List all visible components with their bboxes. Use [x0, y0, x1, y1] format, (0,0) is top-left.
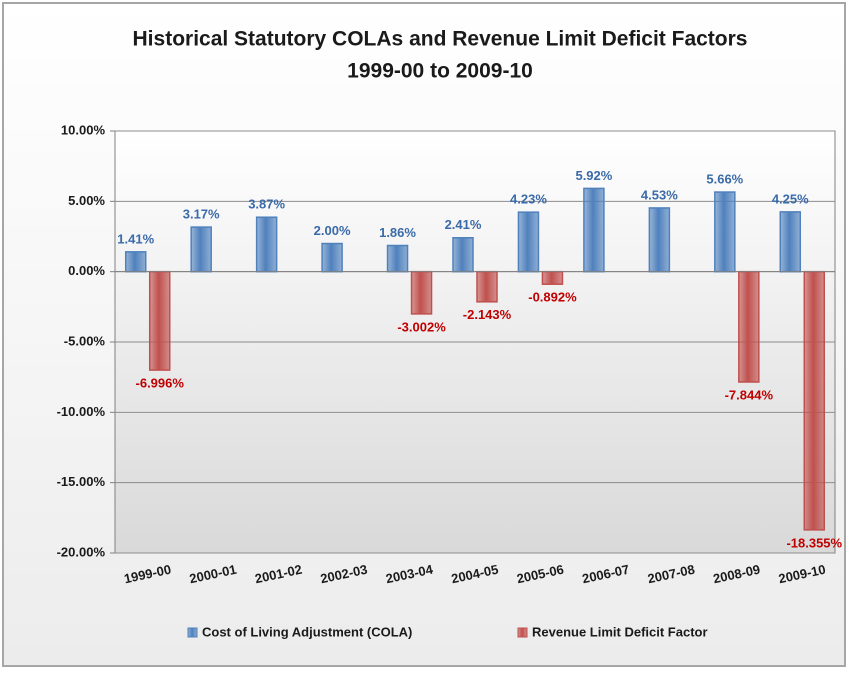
- data-label: -6.996%: [136, 376, 185, 391]
- legend-label: Cost of Living Adjustment (COLA): [202, 624, 412, 639]
- data-label: 4.53%: [641, 187, 678, 202]
- bar: [779, 211, 802, 273]
- data-label: 5.66%: [706, 171, 743, 186]
- bar: [124, 251, 147, 273]
- bar: [738, 270, 760, 383]
- bar: [517, 211, 540, 273]
- data-label: 3.87%: [248, 197, 285, 212]
- bar: [452, 237, 474, 273]
- bar: [190, 226, 212, 273]
- data-label: -3.002%: [397, 319, 446, 334]
- data-label: -0.892%: [528, 290, 577, 305]
- bar: [714, 191, 736, 273]
- data-label: -7.844%: [725, 387, 774, 402]
- data-label: 4.23%: [510, 192, 547, 207]
- y-tick-label: -20.00%: [57, 544, 106, 559]
- chart-title: Historical Statutory COLAs and Revenue L…: [133, 28, 748, 51]
- y-tick-label: -5.00%: [64, 333, 106, 348]
- data-label: 5.92%: [575, 168, 612, 183]
- data-label: 1.41%: [117, 231, 154, 246]
- y-tick-label: 10.00%: [61, 122, 106, 137]
- bar: [148, 270, 171, 371]
- bar: [321, 242, 343, 273]
- data-label: 4.25%: [772, 191, 809, 206]
- y-tick-label: -15.00%: [57, 474, 106, 489]
- y-tick-label: -10.00%: [57, 404, 106, 419]
- bar: [476, 270, 498, 303]
- legend-swatch: [187, 627, 198, 638]
- bar: [803, 270, 826, 531]
- data-label: 1.86%: [379, 225, 416, 240]
- data-label: 2.00%: [314, 223, 351, 238]
- legend-label: Revenue Limit Deficit Factor: [532, 624, 708, 639]
- y-tick-label: 5.00%: [68, 193, 105, 208]
- bar: [386, 244, 409, 273]
- bar: [255, 216, 278, 273]
- bar: [583, 187, 605, 273]
- legend-swatch: [517, 627, 528, 638]
- bar: [410, 270, 433, 315]
- bar: [648, 207, 671, 273]
- data-label: -2.143%: [463, 307, 512, 322]
- data-label: 2.41%: [445, 217, 482, 232]
- y-tick-label: 0.00%: [68, 263, 105, 278]
- bar: [541, 270, 564, 285]
- data-label: -18.355%: [786, 535, 842, 550]
- data-label: 3.17%: [183, 207, 220, 222]
- chart-subtitle: 1999-00 to 2009-10: [347, 60, 533, 83]
